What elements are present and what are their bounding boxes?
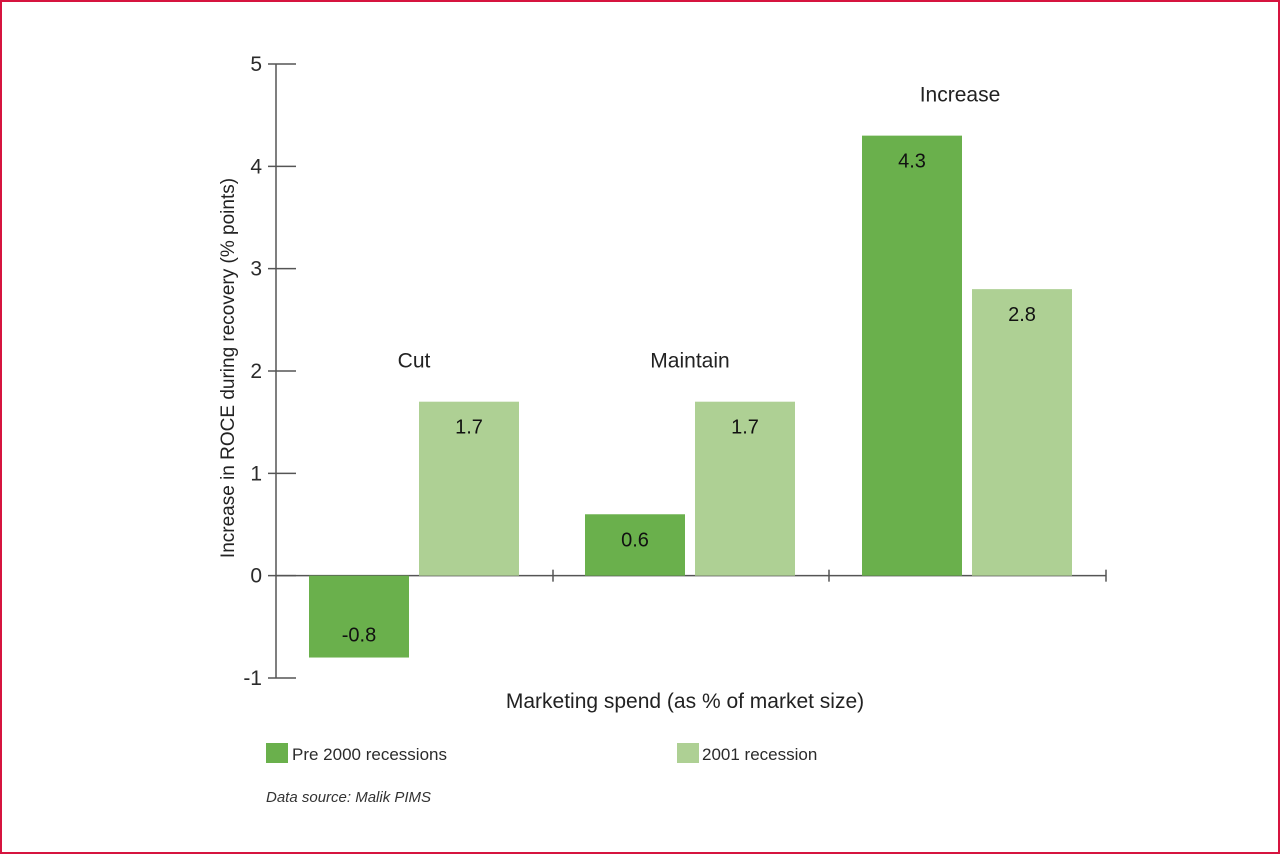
bar-value-label: 1.7: [455, 417, 483, 439]
bars: [309, 135, 1072, 658]
bar-increase-series-1: [972, 289, 1072, 576]
bar-labels: -0.8 1.7 Cut 0.6 1.7 Maintain 4.3 2.8 Increase: [342, 84, 1036, 647]
legend-label-2001: 2001 recession: [702, 745, 817, 764]
y-tick-label: 1: [250, 462, 262, 485]
legend-label-pre-2000: Pre 2000 recessions: [292, 745, 447, 764]
y-axis-label: Increase in ROCE during recovery (% poin…: [218, 178, 239, 558]
bar-value-label: 4.3: [898, 151, 926, 173]
category-label-maintain: Maintain: [650, 350, 729, 373]
bar-value-label: 0.6: [621, 529, 649, 551]
y-tick-label: -1: [243, 667, 262, 690]
x-axis: [276, 569, 1107, 582]
data-source-note: Data source: Malik PIMS: [266, 789, 431, 806]
y-tick-label: 3: [250, 258, 262, 281]
bar-value-label: -0.8: [342, 625, 376, 647]
bar-maintain-series-0: [585, 514, 685, 576]
y-axis: -1 0 1 2 3 4 5: [243, 53, 296, 690]
bar-increase-series-0: [862, 135, 962, 576]
x-axis-label: Marketing spend (as % of market size): [506, 690, 864, 713]
y-tick-label: 5: [250, 53, 262, 76]
bar-maintain-series-1: [695, 401, 795, 576]
bar-cut-series-0: [309, 575, 409, 658]
y-tick-label: 4: [250, 155, 262, 178]
legend-swatch-2001: [677, 743, 699, 763]
y-tick-label: 2: [250, 360, 262, 383]
legend: Pre 2000 recessions 2001 recession: [266, 743, 817, 764]
bar-value-label: 2.8: [1008, 304, 1036, 326]
legend-swatch-pre-2000: [266, 743, 288, 763]
y-tick-label: 0: [250, 565, 262, 588]
category-label-cut: Cut: [398, 350, 431, 373]
bar-value-label: 1.7: [731, 417, 759, 439]
category-label-increase: Increase: [920, 84, 1001, 107]
bar-cut-series-1: [419, 401, 519, 576]
